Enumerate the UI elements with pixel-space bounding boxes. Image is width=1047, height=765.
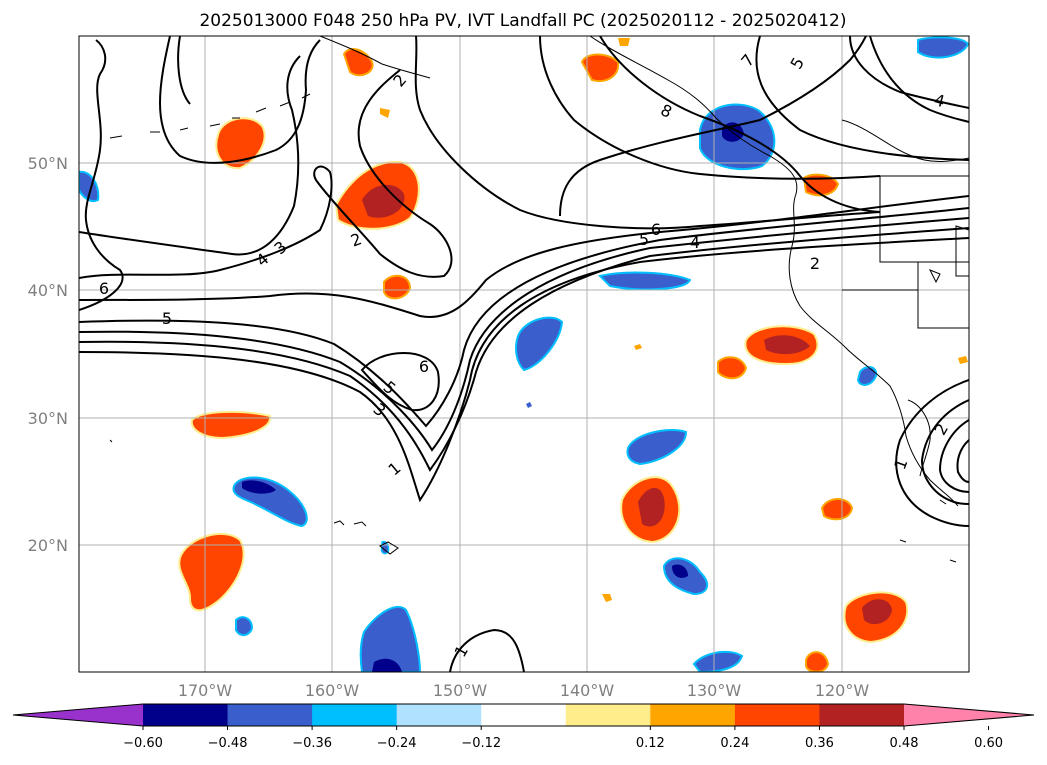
coastlines xyxy=(109,36,969,563)
colorbar-tick-label: −0.36 xyxy=(292,736,332,751)
longitude-labels: 170°W 160°W 150°W 140°W 130°W 120°W xyxy=(178,681,870,700)
colorbar-segment xyxy=(481,704,567,726)
colorbar-segment xyxy=(650,704,736,726)
colorbar-tick-label: 0.48 xyxy=(890,736,919,751)
colorbar-segment xyxy=(396,704,482,726)
map-title: 2025013000 F048 250 hPa PV, IVT Landfall… xyxy=(199,11,846,31)
colorbar-tick-label: 0.24 xyxy=(720,736,749,751)
colorbar-tick-label: −0.24 xyxy=(377,736,417,751)
contour-label: 2 xyxy=(810,254,820,273)
colorbar-extend-low xyxy=(13,704,143,726)
contour-label: 4 xyxy=(932,90,947,111)
colorbar-segment xyxy=(227,704,313,726)
colorbar-segment xyxy=(819,704,905,726)
contour-label: 5 xyxy=(162,309,172,328)
colorbar-tick-label: −0.60 xyxy=(123,736,163,751)
lat-label: 50°N xyxy=(28,154,68,173)
lon-label: 130°W xyxy=(687,681,742,700)
graticule xyxy=(79,36,969,672)
contour-label: 4 xyxy=(690,233,700,252)
map-frame xyxy=(78,35,970,673)
contour-label: 6 xyxy=(419,357,429,376)
map-panel: 7 5 4 8 2 6 5 4 6 5 3 4 2 2 5 6 5 3 1 1 xyxy=(78,35,970,673)
contour-label: 6 xyxy=(99,279,109,298)
pv-positive-shading xyxy=(178,38,968,672)
lat-label: 20°N xyxy=(28,536,68,555)
contour-label: 6 xyxy=(651,220,661,239)
colorbar: −0.60 −0.48 −0.36 −0.24 −0.12 0.12 0.24 0.36 0.4… xyxy=(12,703,1035,751)
colorbar-segment xyxy=(565,704,651,726)
colorbar-segment xyxy=(734,704,820,726)
pv-contours xyxy=(79,36,969,672)
colorbar-tick-label: 0.60 xyxy=(974,736,1003,751)
contour-labels: 7 5 4 8 2 6 5 4 6 5 3 4 2 2 5 6 5 3 1 1 xyxy=(99,50,952,660)
lat-label: 40°N xyxy=(28,281,68,300)
colorbar-tick-label: 0.36 xyxy=(805,736,834,751)
colorbar-extend-high xyxy=(904,704,1034,726)
contour-label: 5 xyxy=(639,230,649,249)
colorbar-tick-label: 0.12 xyxy=(636,736,665,751)
lon-label: 150°W xyxy=(433,681,488,700)
lon-label: 170°W xyxy=(178,681,233,700)
colorbar-segment xyxy=(143,704,229,726)
colorbar-tick-label: −0.48 xyxy=(208,736,248,751)
colorbar-segment xyxy=(312,704,398,726)
lon-label: 120°W xyxy=(815,681,870,700)
colorbar-tick-label: −0.12 xyxy=(461,736,501,751)
latitude-labels: 50°N 40°N 30°N 20°N xyxy=(28,154,68,555)
lat-label: 30°N xyxy=(28,409,68,428)
lon-label: 160°W xyxy=(305,681,360,700)
lon-label: 140°W xyxy=(560,681,615,700)
